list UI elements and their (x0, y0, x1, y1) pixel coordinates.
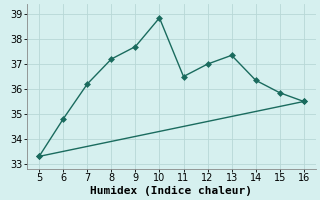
X-axis label: Humidex (Indice chaleur): Humidex (Indice chaleur) (91, 186, 252, 196)
